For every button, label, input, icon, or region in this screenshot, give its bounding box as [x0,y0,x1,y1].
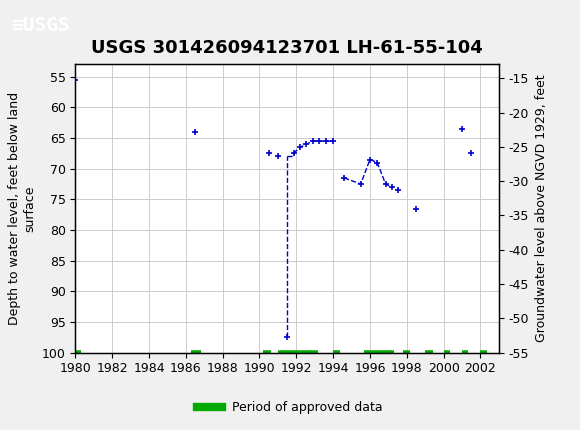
Y-axis label: Groundwater level above NGVD 1929, feet: Groundwater level above NGVD 1929, feet [535,75,548,342]
Y-axis label: Depth to water level, feet below land
surface: Depth to water level, feet below land su… [8,92,36,325]
Legend: Period of approved data: Period of approved data [192,396,388,419]
Title: USGS 301426094123701 LH-61-55-104: USGS 301426094123701 LH-61-55-104 [91,40,483,57]
Text: ≡USGS: ≡USGS [12,16,70,35]
